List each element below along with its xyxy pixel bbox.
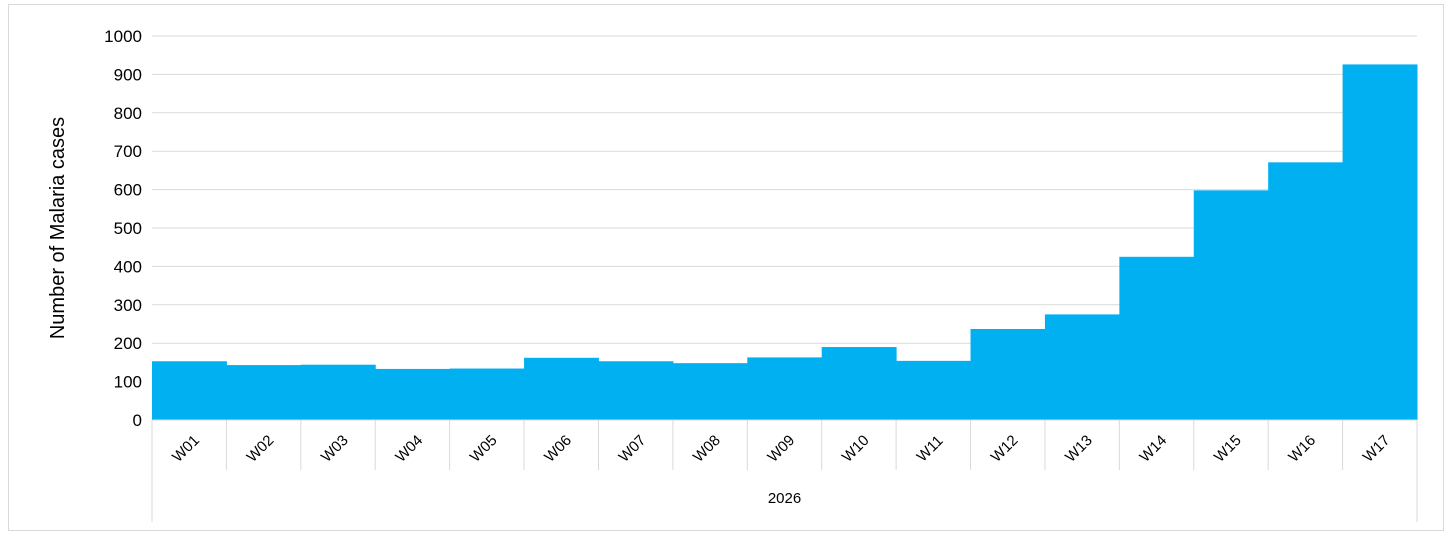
x-tick-label: W10 xyxy=(839,432,873,466)
x-group-label: 2026 xyxy=(768,490,801,507)
bar-w03 xyxy=(300,364,376,420)
bar-w15 xyxy=(1193,190,1269,420)
x-tick-label: W06 xyxy=(541,432,575,466)
bars xyxy=(152,64,1418,420)
bar-w02 xyxy=(226,365,302,420)
y-tick-label: 200 xyxy=(114,334,142,353)
y-tick-label: 0 xyxy=(133,411,142,430)
bar-w06 xyxy=(524,357,599,420)
x-tick-label: W14 xyxy=(1136,432,1170,466)
bar-w13 xyxy=(1044,314,1120,420)
x-tick-label: W16 xyxy=(1285,432,1319,466)
x-tick-label: W01 xyxy=(169,432,203,466)
x-tick-label: W09 xyxy=(764,432,798,466)
y-tick-label: 700 xyxy=(114,142,142,161)
x-tick-label: W03 xyxy=(318,432,352,466)
bar-w14 xyxy=(1119,256,1195,420)
x-tick-label: W04 xyxy=(392,432,426,466)
bar-w11 xyxy=(896,360,972,420)
y-tick-label: 800 xyxy=(114,104,142,123)
bar-w07 xyxy=(598,361,674,420)
x-tick-label: W02 xyxy=(244,432,278,466)
x-tick-label: W05 xyxy=(467,432,501,466)
bar-w04 xyxy=(375,368,451,420)
bar-w12 xyxy=(970,328,1046,420)
bar-w09 xyxy=(747,357,823,420)
x-tick-label: W12 xyxy=(988,432,1022,466)
x-tick-label: W07 xyxy=(616,432,650,466)
y-tick-label: 500 xyxy=(114,219,142,238)
x-tick-label: W15 xyxy=(1211,432,1245,466)
bar-w01 xyxy=(152,361,227,420)
bar-w05 xyxy=(449,368,525,420)
y-tick-label: 900 xyxy=(114,65,142,84)
x-tick-label: W08 xyxy=(690,432,724,466)
bar-w16 xyxy=(1268,162,1344,420)
y-axis-ticks: 0 100 200 300 400 500 600 700 800 900 1000 xyxy=(104,27,142,430)
y-tick-label: 100 xyxy=(114,373,142,392)
y-tick-label: 1000 xyxy=(104,27,142,46)
bar-w10 xyxy=(821,347,897,420)
x-axis: W01 W02 W03 W04 W05 W06 W07 W08 W09 W10 W11 W12 W13 W… xyxy=(151,419,1418,522)
y-tick-label: 300 xyxy=(114,296,142,315)
x-tick-label: W13 xyxy=(1062,432,1096,466)
x-tick-label: W11 xyxy=(914,432,947,465)
y-axis-label: Number of Malaria cases xyxy=(47,117,69,339)
x-tick-label: W17 xyxy=(1360,432,1394,466)
bar-w17 xyxy=(1342,64,1418,420)
y-tick-label: 400 xyxy=(114,257,142,276)
bar-w08 xyxy=(672,363,748,420)
y-tick-label: 600 xyxy=(114,181,142,200)
